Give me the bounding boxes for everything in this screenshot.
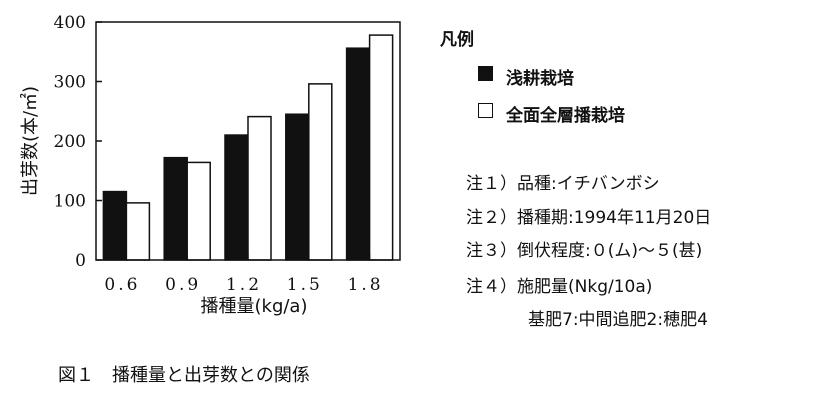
legend-swatch-shallow [478,66,493,81]
bar-shallow-1 [163,156,188,261]
x-axis-title: 播種量(kg/a) [201,296,308,317]
legend-title: 凡例 [440,30,474,50]
y-tick-label-3: 300 [54,73,86,93]
y-tick-label-4: 400 [54,13,86,33]
bar-shallow-3 [285,113,310,261]
x-tick-label-0: 0.6 [104,275,140,295]
bar-full-layer-0 [125,202,151,261]
bar-full-layer-3 [308,83,333,261]
y-axis-title: 出芽数(本/㎡) [19,86,41,196]
bar-shallow-4 [345,47,371,261]
note-2: 注２）播種期:1994年11月20日 [466,208,712,228]
bar-shallow-2 [224,134,249,261]
note-1: 注１）品種:イチバンボシ [466,174,660,194]
x-tick-label-2: 1.2 [226,275,262,295]
bar-full-layer-1 [186,161,211,261]
chart-bars [102,34,394,261]
y-tick-label-2: 200 [54,132,86,152]
legend-swatch-full-layer [478,103,493,118]
note-4-detail: 基肥7:中間追肥2:穂肥4 [528,310,708,330]
y-tick-label-1: 100 [54,192,86,212]
note-4: 注４）施肥量(Nkg/10a) [466,277,653,297]
x-tick-label-4: 1.8 [348,275,384,295]
bar-full-layer-2 [247,115,272,261]
y-tick-label-0: 0 [75,251,86,271]
x-tick-label-3: 1.5 [287,275,323,295]
x-tick-label-1: 0.9 [165,275,201,295]
figure-caption: 図１ 播種量と出芽数との関係 [58,365,310,386]
note-3: 注３）倒伏程度:０(ム)～５(甚) [466,241,703,261]
legend-label-full-layer: 全面全層播栽培 [506,106,625,126]
chart-labels: 0 100 200 300 400 0.6 0.9 1.2 1.5 1.8 播種量(kg/a) 出芽数… [19,13,384,317]
bar-full-layer-4 [368,34,394,261]
legend-label-shallow: 浅耕栽培 [506,69,574,89]
chart-axes [95,21,401,261]
bar-shallow-0 [102,190,128,261]
